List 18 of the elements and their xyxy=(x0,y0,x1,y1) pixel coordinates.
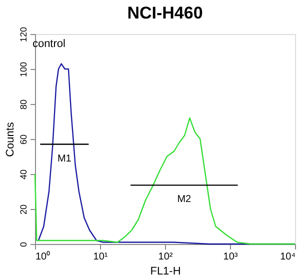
x-tick-label: 10⁰ xyxy=(36,250,51,262)
series-label: control xyxy=(32,38,66,50)
x-tick-label: 10³ xyxy=(223,252,238,262)
x-tick-label: 10² xyxy=(158,252,174,262)
y-tick-label: 80 xyxy=(18,99,28,110)
y-tick-label: 60 xyxy=(18,134,28,145)
y-axis-title: Counts xyxy=(4,122,16,157)
y-tick-label: 100 xyxy=(18,62,28,78)
chart-title: NCI-H460 xyxy=(127,3,203,22)
x-tick-label: 10¹ xyxy=(93,252,108,262)
y-tick-label: 120 xyxy=(18,26,28,42)
y-tick-label: 20 xyxy=(18,204,28,215)
x-tick-label: 10⁴ xyxy=(280,252,296,262)
annotation: M1 xyxy=(57,153,72,164)
x-axis-title: FL1-H xyxy=(150,266,181,278)
y-tick-label: 0 xyxy=(18,242,28,248)
y-tick-label: 40 xyxy=(18,169,28,180)
annotation: M2 xyxy=(177,194,192,206)
